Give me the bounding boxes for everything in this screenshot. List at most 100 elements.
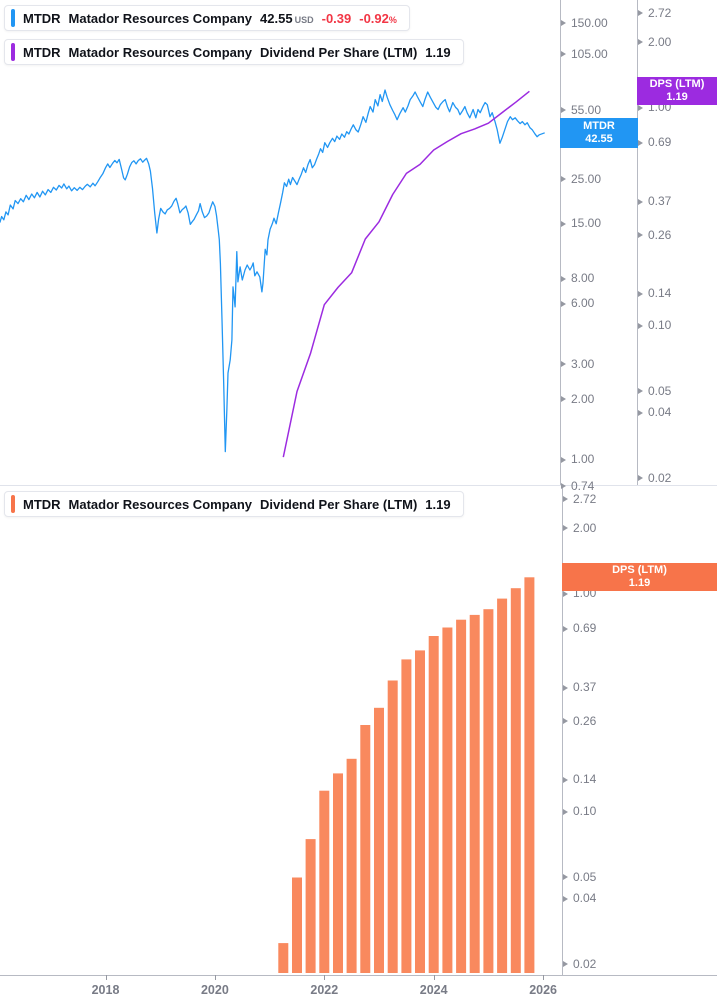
- y-axis-tick-mark: [561, 107, 566, 114]
- y-axis-tick-label: 0.14: [648, 286, 672, 301]
- price-axis-line: [560, 0, 561, 485]
- dps-bar: [497, 598, 508, 973]
- y-axis-tick-mark: [638, 104, 643, 111]
- legend-company-name: Matador Resources Company: [68, 44, 253, 60]
- legend-symbol: MTDR: [23, 44, 61, 60]
- legend-price-row[interactable]: MTDR Matador Resources Company 42.55 USD …: [4, 5, 410, 31]
- y-axis-tick-mark: [563, 496, 568, 502]
- y-axis-tick-mark: [638, 10, 643, 16]
- y-axis-tick-mark: [561, 456, 566, 463]
- legend-metric-name: Dividend Per Share (LTM): [260, 496, 418, 512]
- dps-line-series: [282, 90, 530, 458]
- dps-series-color-strip-icon: [11, 43, 15, 61]
- price-badge-symbol: MTDR: [583, 120, 615, 132]
- y-axis-tick-mark: [561, 361, 566, 368]
- y-axis-tick-label: 0.02: [648, 470, 672, 485]
- y-axis-tick-mark: [563, 808, 568, 815]
- y-axis-tick-label: 2.00: [573, 520, 597, 535]
- y-axis-tick-mark: [561, 20, 566, 26]
- y-axis-tick-label: 6.00: [571, 296, 595, 311]
- dps-bottom-badge-label: DPS (LTM): [612, 564, 667, 576]
- y-axis-tick-mark: [638, 290, 643, 297]
- y-axis-tick-mark: [563, 590, 568, 597]
- x-axis-tick-mark: [324, 975, 326, 980]
- price-line-series: [0, 89, 545, 453]
- dps-panel-plot: [278, 577, 535, 973]
- legend-company-name: Matador Resources Company: [68, 10, 253, 26]
- y-axis-tick-label: 2.00: [648, 34, 672, 49]
- dps-bar: [333, 773, 343, 973]
- dps-bar: [442, 627, 453, 973]
- y-axis-tick-mark: [563, 776, 568, 783]
- y-axis-tick-label: 0.69: [648, 135, 672, 150]
- dps-bar: [415, 650, 425, 973]
- price-series-color-strip-icon: [11, 9, 15, 27]
- panel-divider: [0, 485, 717, 486]
- legend-symbol: MTDR: [23, 10, 61, 26]
- dps-bar: [428, 636, 439, 973]
- dps-bar: [305, 839, 316, 973]
- legend-price-value: 42.55 USD: [260, 10, 314, 26]
- y-axis-tick-label: 0.02: [573, 956, 597, 971]
- y-axis-tick-label: 15.00: [571, 216, 602, 231]
- dps-top-badge-value: 1.19: [666, 91, 688, 103]
- y-axis-tick-mark: [638, 388, 643, 395]
- y-axis-tick-label: 0.04: [648, 405, 672, 420]
- y-axis-tick-label: 0.04: [573, 891, 597, 906]
- y-axis-tick-label: 0.26: [648, 227, 672, 242]
- price-axis-badge: MTDR 42.55: [560, 118, 638, 148]
- y-axis-tick-label: 0.26: [573, 713, 597, 728]
- y-axis-tick-mark: [638, 232, 643, 239]
- y-axis-tick-label: 0.69: [573, 621, 597, 636]
- y-axis-tick-label: 0.37: [573, 680, 597, 695]
- y-axis-tick-label: 2.72: [573, 491, 597, 506]
- y-axis-tick-label: 3.00: [571, 356, 595, 371]
- x-axis-tick-label: 2018: [91, 983, 120, 997]
- dps-axis-line-top: [637, 0, 638, 485]
- y-axis-tick-mark: [638, 198, 643, 205]
- dps-top-badge-label: DPS (LTM): [649, 78, 705, 90]
- y-axis-tick-label: 0.05: [648, 383, 672, 398]
- dps-bar: [401, 659, 412, 973]
- dps-bar: [360, 725, 371, 973]
- y-axis-tick-mark: [563, 874, 568, 881]
- y-axis-tick-mark: [561, 275, 566, 282]
- dps-axis-line-bottom: [562, 485, 563, 975]
- y-axis-tick-mark: [563, 525, 568, 532]
- x-axis-tick-mark: [214, 975, 216, 980]
- dps-bar: [292, 877, 302, 973]
- dps-axis-badge-top: DPS (LTM) 1.19: [637, 77, 717, 105]
- x-axis-tick-label: 2022: [310, 983, 339, 997]
- x-axis-tick-mark: [543, 975, 545, 980]
- y-axis-tick-label: 1.00: [571, 452, 595, 467]
- legend-bottom-dps-row[interactable]: MTDR Matador Resources Company Dividend …: [4, 491, 464, 517]
- y-axis-tick-mark: [638, 322, 643, 329]
- y-axis-tick-mark: [561, 220, 566, 227]
- x-axis-tick-mark: [105, 975, 107, 980]
- y-axis-tick-label: 0.10: [573, 804, 597, 819]
- y-axis-tick-label: 2.00: [571, 391, 595, 406]
- y-axis-tick-mark: [563, 625, 568, 632]
- legend-change: -0.39: [321, 10, 352, 26]
- y-axis-tick-mark: [561, 483, 566, 490]
- x-axis-tick-label: 2020: [200, 983, 229, 997]
- y-axis-tick-label: 0.05: [573, 869, 597, 884]
- legend-symbol: MTDR: [23, 496, 61, 512]
- legend-metric-name: Dividend Per Share (LTM): [260, 44, 418, 60]
- dps-bar: [456, 619, 467, 973]
- dps-bar: [319, 790, 330, 973]
- y-axis-tick-mark: [638, 475, 643, 482]
- y-axis-tick-mark: [563, 895, 568, 902]
- y-axis-tick-label: 25.00: [571, 171, 602, 186]
- y-axis-tick-mark: [563, 961, 568, 968]
- dps-bar: [510, 588, 521, 973]
- y-axis-tick-mark: [563, 718, 568, 725]
- legend-dps-row[interactable]: MTDR Matador Resources Company Dividend …: [4, 39, 464, 65]
- y-axis-tick-mark: [638, 39, 643, 46]
- legend-currency: USD: [294, 14, 314, 25]
- price-panel-plot: [0, 89, 545, 458]
- y-axis-tick-label: 105.00: [571, 46, 608, 61]
- y-axis-tick-mark: [638, 139, 643, 146]
- dps-bar: [483, 609, 494, 973]
